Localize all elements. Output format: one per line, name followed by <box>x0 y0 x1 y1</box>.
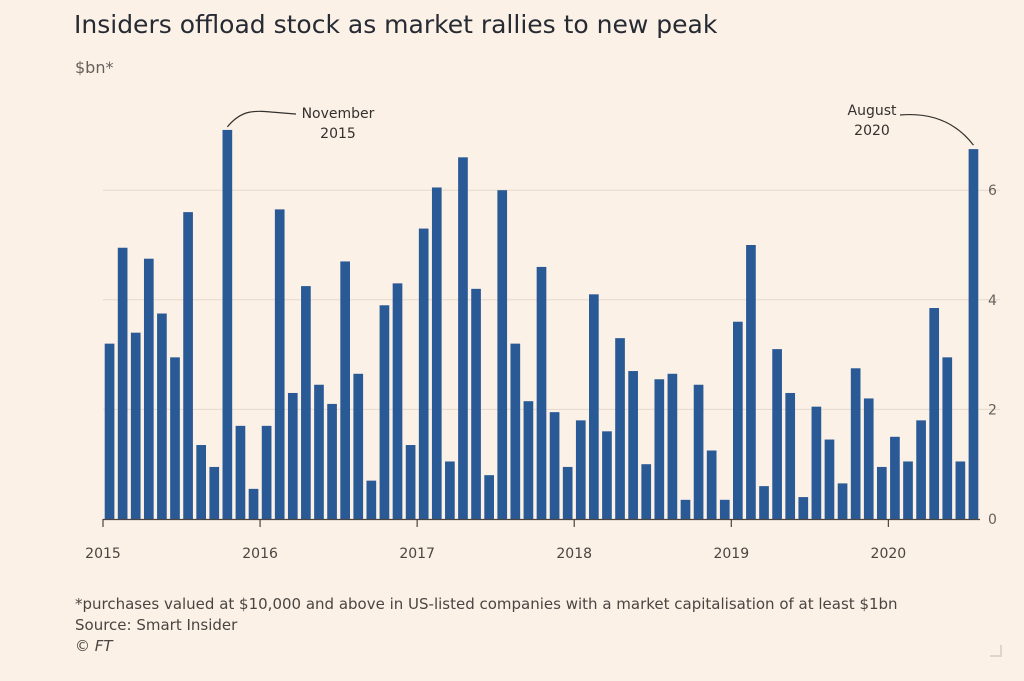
x-tick-label: 2018 <box>556 546 592 562</box>
bar <box>117 247 128 520</box>
bar <box>824 439 835 519</box>
bar <box>392 283 403 519</box>
source-text: Source: Smart Insider <box>75 616 238 634</box>
bar <box>942 357 953 519</box>
bar <box>235 425 246 519</box>
bar <box>863 398 874 519</box>
bar <box>405 445 416 519</box>
bar <box>667 373 678 519</box>
y-tick-label: 6 <box>988 183 997 199</box>
bar <box>562 466 573 519</box>
bar <box>445 461 455 519</box>
resize-handle-icon <box>990 645 1002 657</box>
bar <box>327 403 337 519</box>
bar <box>170 357 180 519</box>
y-tick-label: 0 <box>988 512 997 528</box>
bar <box>222 129 233 520</box>
bar <box>143 258 154 519</box>
gridlines <box>103 189 1000 410</box>
bar-chart: 2015 2016 2017 2018 2019 2020 0 2 4 6 November 20… <box>85 103 1000 562</box>
bar <box>890 436 900 519</box>
bar <box>719 499 730 519</box>
bar <box>340 261 350 519</box>
footnote-block: *purchases valued at $10,000 and above i… <box>75 594 898 657</box>
x-tick-label: 2017 <box>399 546 435 562</box>
bar <box>418 228 429 519</box>
bar <box>968 149 979 519</box>
bar <box>654 379 665 519</box>
bar <box>209 466 220 519</box>
bar <box>929 308 940 519</box>
bar <box>811 406 822 519</box>
annotation-leader <box>226 110 297 128</box>
bar <box>431 187 442 519</box>
bar <box>641 464 652 519</box>
y-axis-ticks: 0 2 4 6 <box>988 183 997 528</box>
bars <box>104 129 979 520</box>
bar <box>575 420 586 519</box>
bar <box>287 392 298 519</box>
bar <box>536 266 547 519</box>
bar <box>497 190 508 519</box>
bar <box>104 343 115 519</box>
bar <box>955 461 966 519</box>
footnote-text: *purchases valued at $10,000 and above i… <box>75 595 898 613</box>
bar <box>471 288 481 519</box>
bar <box>693 384 704 519</box>
bar <box>549 412 560 519</box>
annotation-november-2015: November 2015 <box>302 106 375 142</box>
bar <box>183 212 193 519</box>
bar <box>510 343 521 519</box>
bar <box>458 157 468 519</box>
bar <box>772 349 782 519</box>
bar <box>733 321 743 519</box>
bar <box>261 425 272 519</box>
bar <box>628 371 638 519</box>
y-tick-label: 4 <box>988 293 997 309</box>
y-axis-unit-label: $bn* <box>75 58 114 77</box>
bar <box>589 294 599 519</box>
bar <box>798 497 809 519</box>
bar <box>301 286 311 519</box>
annotation-august-2020: August 2020 <box>848 103 898 139</box>
bar <box>366 480 377 519</box>
bar <box>157 313 167 519</box>
bar <box>850 368 861 519</box>
bar <box>615 338 625 519</box>
y-tick-label: 2 <box>988 402 997 418</box>
x-tick-label: 2020 <box>871 546 907 562</box>
bar <box>903 461 913 519</box>
chart-title: Insiders offload stock as market rallies… <box>74 10 718 39</box>
bar <box>130 332 141 519</box>
bar <box>274 209 285 519</box>
bar <box>876 466 887 519</box>
bar <box>602 431 612 519</box>
x-tick-label: 2019 <box>713 546 749 562</box>
annotation-leader <box>899 113 974 146</box>
x-axis: 2015 2016 2017 2018 2019 2020 <box>85 518 980 562</box>
bar <box>759 486 769 519</box>
x-tick-label: 2015 <box>85 546 121 562</box>
bar <box>680 499 691 519</box>
bar <box>353 373 364 519</box>
bar <box>916 420 926 519</box>
bar <box>837 483 848 519</box>
bar <box>746 245 756 519</box>
annotations: November 2015 August 2020 <box>226 103 974 146</box>
x-tick-label: 2016 <box>242 546 278 562</box>
bar <box>379 305 390 519</box>
bar <box>785 392 796 519</box>
bar <box>523 401 534 519</box>
bar <box>484 475 494 519</box>
bar <box>196 445 207 519</box>
copyright-text: © FT <box>75 637 113 655</box>
bar <box>314 384 324 519</box>
bar <box>248 488 259 519</box>
bar <box>706 450 717 519</box>
